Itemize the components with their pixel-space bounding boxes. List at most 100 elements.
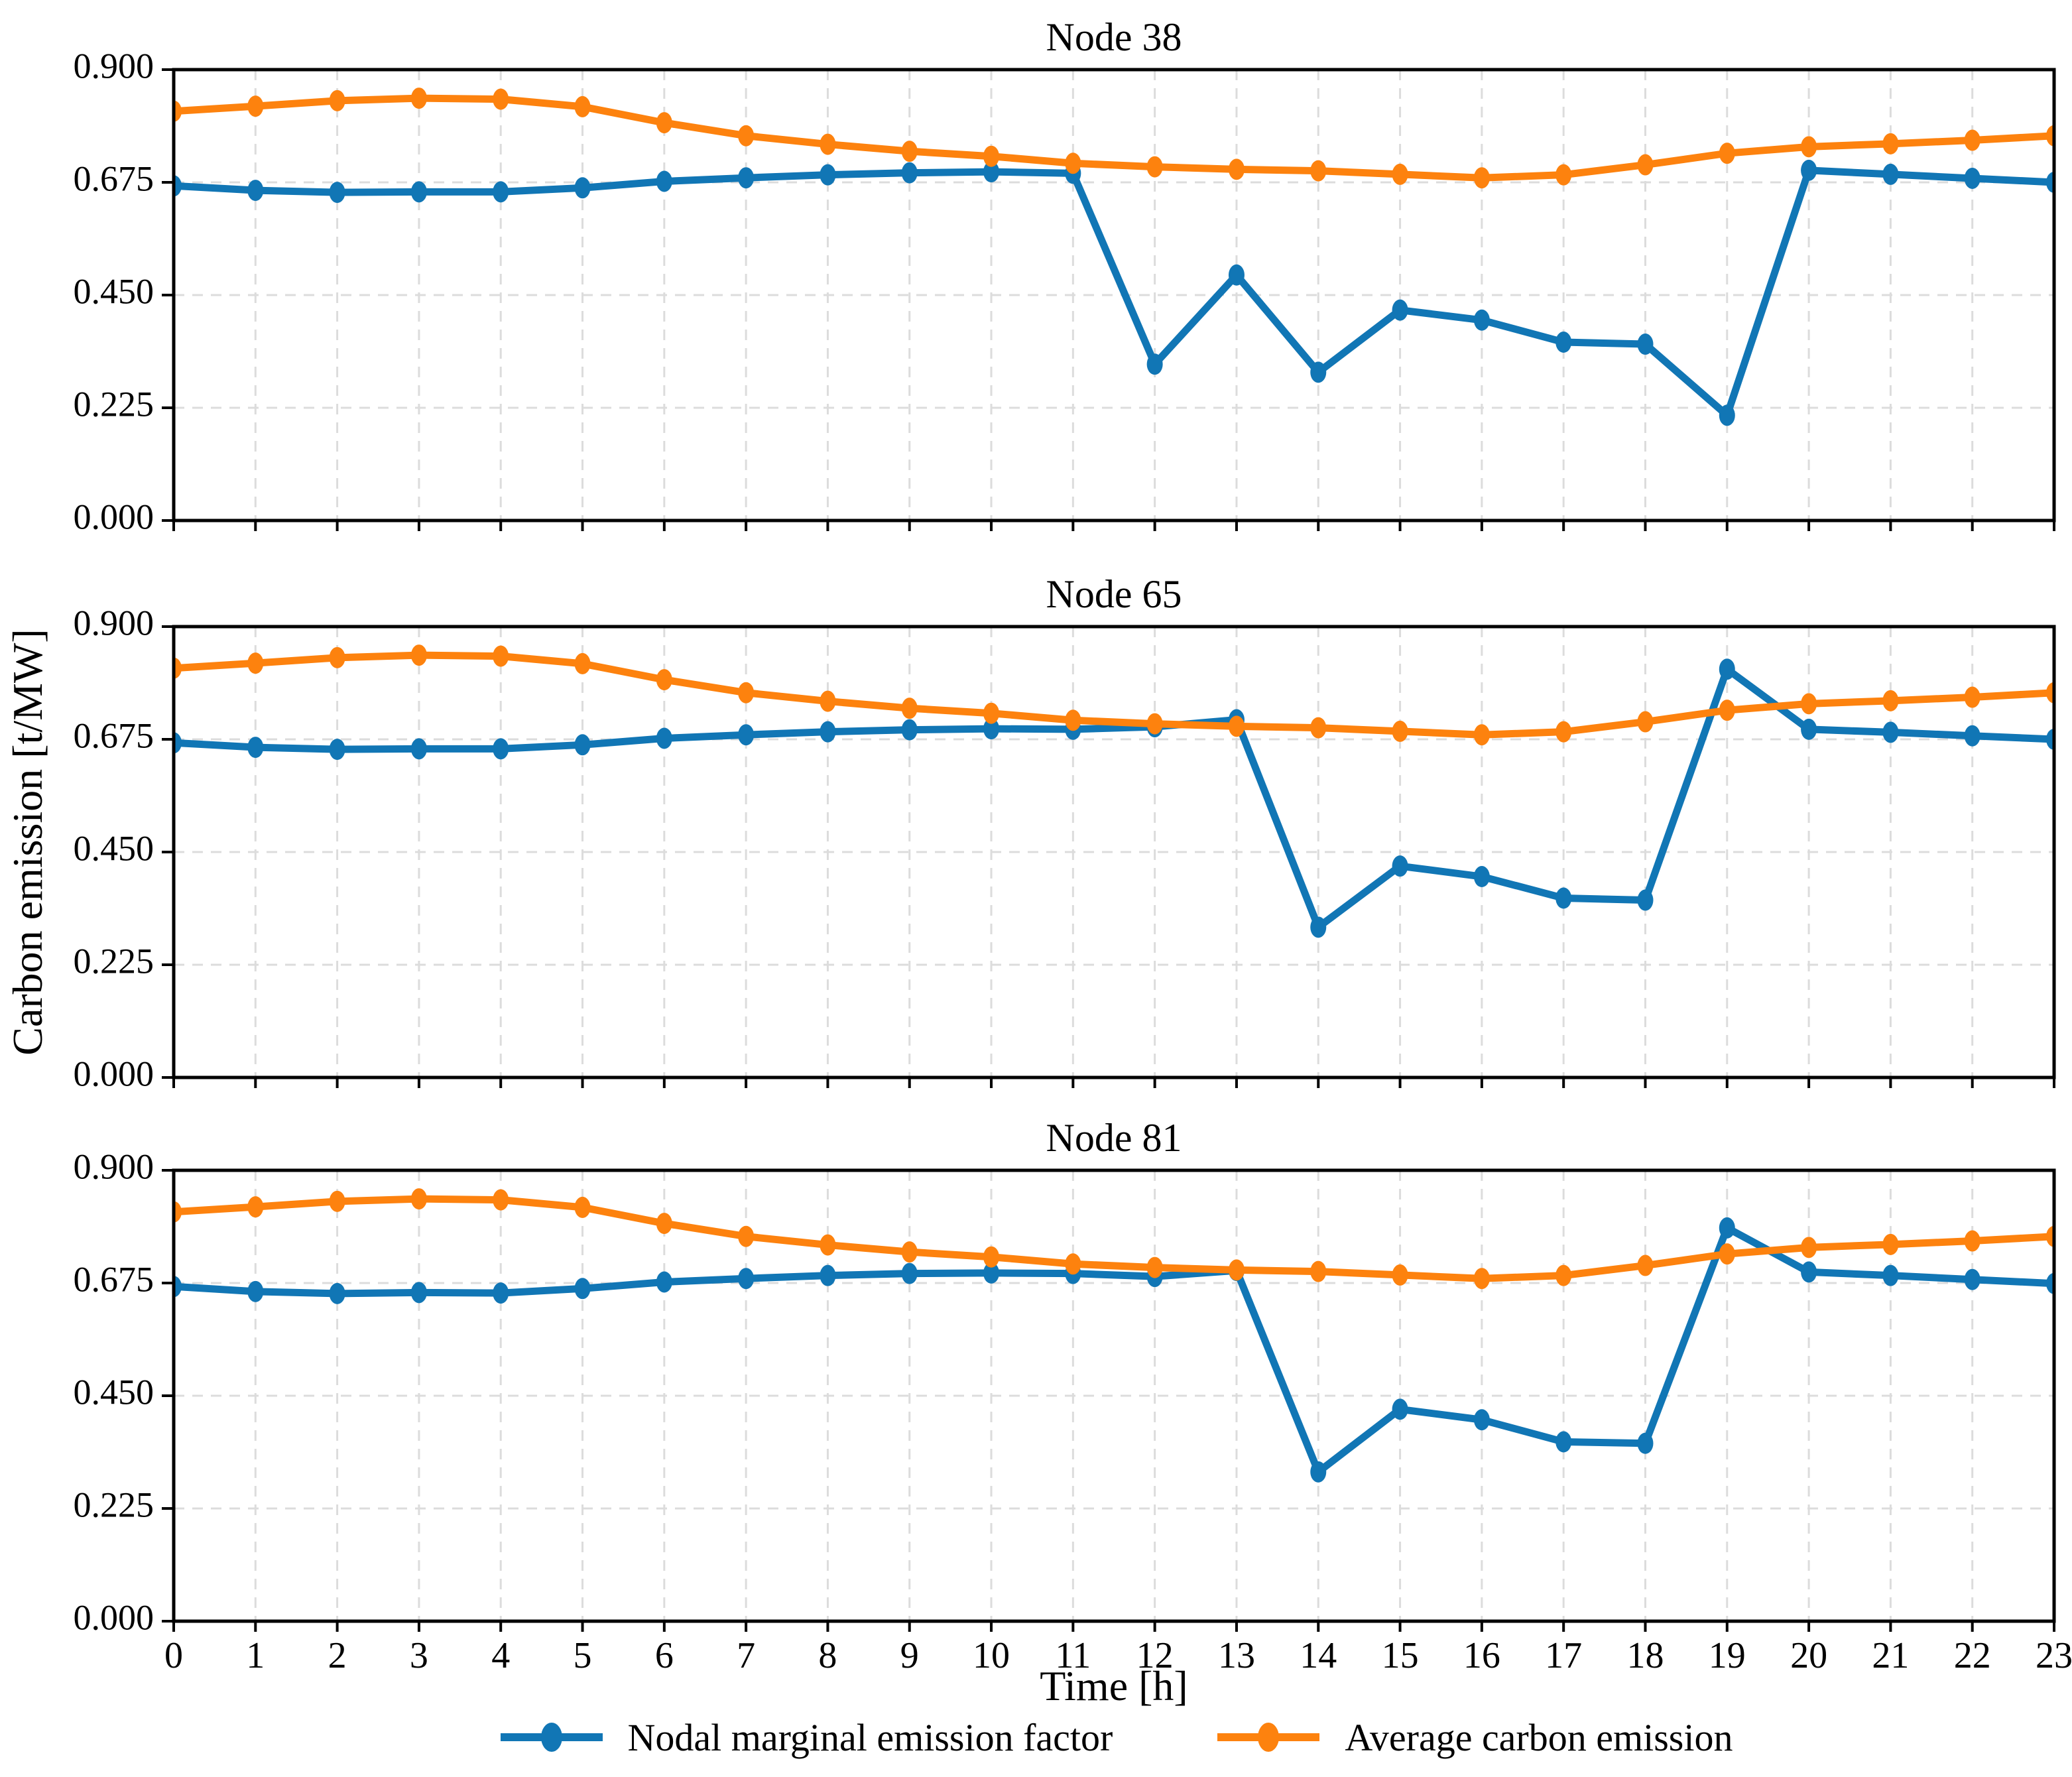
- data-point: [983, 1246, 1000, 1268]
- data-point: [738, 1268, 755, 1290]
- data-point: [1473, 866, 1490, 888]
- data-point: [410, 181, 427, 203]
- subplot-title-node-38: Node 38: [1046, 15, 1182, 59]
- x-tick-label: 5: [574, 1635, 592, 1676]
- y-tick-label: 0.900: [74, 1146, 154, 1186]
- x-tick-label: 8: [818, 1635, 837, 1676]
- data-point: [1555, 721, 1572, 743]
- data-point: [174, 732, 182, 754]
- data-point: [1310, 717, 1327, 739]
- data-point: [410, 88, 427, 109]
- data-point: [410, 738, 427, 760]
- data-point: [493, 1282, 509, 1304]
- data-point: [410, 644, 427, 666]
- x-tick-label: 19: [1709, 1635, 1746, 1676]
- series-line: [174, 1224, 2054, 1476]
- data-point: [247, 652, 264, 674]
- x-tick-label: 22: [1954, 1635, 1991, 1676]
- x-tick-label: 21: [1872, 1635, 1909, 1676]
- y-tick-label: 0.675: [74, 715, 154, 755]
- data-point: [1964, 129, 1981, 151]
- data-point: [983, 161, 1000, 183]
- data-point: [2046, 1225, 2054, 1247]
- x-tick-label: 12: [1136, 1635, 1174, 1676]
- data-point: [1801, 159, 1817, 181]
- x-tick-label: 9: [900, 1635, 919, 1676]
- x-tick-label: 16: [1463, 1635, 1500, 1676]
- data-point: [174, 657, 182, 679]
- data-point: [410, 1188, 427, 1210]
- data-point: [983, 718, 1000, 740]
- data-point: [656, 112, 672, 134]
- data-point: [901, 719, 918, 741]
- x-tick-label: 1: [246, 1635, 265, 1676]
- x-tick-label: 2: [328, 1635, 347, 1676]
- data-point: [574, 734, 591, 756]
- legend: Nodal marginal emission factor Average c…: [174, 1713, 2054, 1761]
- data-point: [1964, 167, 1981, 189]
- data-point: [1719, 1217, 1735, 1239]
- data-point: [983, 145, 1000, 167]
- data-point: [1146, 156, 1163, 178]
- data-point: [493, 181, 509, 203]
- legend-item-average-carbon-emission: Average carbon emission: [1212, 1713, 1733, 1761]
- data-point: [1801, 1261, 1817, 1283]
- y-tick-label: 0.900: [74, 603, 154, 643]
- data-point: [1310, 160, 1327, 182]
- data-point: [1964, 1230, 1981, 1252]
- data-point: [738, 724, 755, 746]
- data-point: [901, 1262, 918, 1284]
- y-tick-label: 0.000: [74, 1597, 154, 1637]
- data-point: [1882, 163, 1899, 185]
- series-line: [174, 665, 2054, 931]
- subplot-title-node-65: Node 65: [1046, 572, 1182, 616]
- data-point: [574, 1196, 591, 1218]
- data-point: [1310, 1461, 1327, 1483]
- data-point: [1146, 1256, 1163, 1278]
- data-point: [329, 90, 345, 111]
- data-point: [1473, 724, 1490, 746]
- data-point: [574, 177, 591, 199]
- x-tick-label: 3: [410, 1635, 428, 1676]
- data-point: [247, 180, 264, 202]
- data-point: [329, 1282, 345, 1304]
- data-point: [247, 737, 264, 759]
- data-point: [493, 88, 509, 110]
- data-point: [1555, 164, 1572, 186]
- data-point: [1392, 299, 1408, 321]
- x-tick-label: 6: [655, 1635, 674, 1676]
- data-point: [247, 1280, 264, 1302]
- data-point: [656, 669, 672, 691]
- x-tick-label: 10: [973, 1635, 1010, 1676]
- data-point: [2046, 729, 2054, 750]
- data-point: [493, 1189, 509, 1211]
- y-tick-label: 0.225: [74, 941, 154, 981]
- x-tick-label: 4: [491, 1635, 510, 1676]
- data-point: [1555, 332, 1572, 353]
- x-tick-label: 17: [1545, 1635, 1582, 1676]
- data-point: [1719, 143, 1735, 164]
- y-tick-label: 0.225: [74, 1485, 154, 1524]
- data-point: [247, 1196, 264, 1218]
- data-point: [1146, 353, 1163, 375]
- data-point: [247, 95, 264, 117]
- legend-label-average-carbon-emission: Average carbon emission: [1345, 1715, 1733, 1759]
- data-point: [820, 690, 836, 712]
- data-point: [174, 100, 182, 122]
- data-point: [1801, 718, 1817, 740]
- data-point: [1882, 133, 1899, 154]
- data-point: [1555, 887, 1572, 909]
- data-point: [1719, 700, 1735, 721]
- data-point: [1228, 715, 1245, 737]
- plot-frame: [172, 1168, 2056, 1623]
- data-point: [1065, 153, 1081, 174]
- series-line: [174, 651, 2054, 739]
- data-point: [2046, 125, 2054, 147]
- data-point: [329, 739, 345, 761]
- data-point: [2046, 682, 2054, 704]
- x-tick-label: 15: [1382, 1635, 1419, 1676]
- data-point: [820, 164, 836, 186]
- data-point: [1473, 167, 1490, 189]
